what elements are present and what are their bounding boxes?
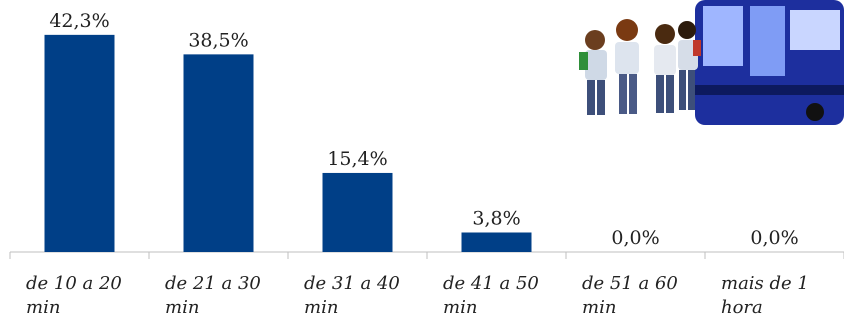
data-label: 38,5% — [188, 29, 248, 51]
data-label: 15,4% — [327, 148, 387, 170]
category-label: mais de 1 hora — [721, 273, 809, 318]
student-1-icon — [579, 30, 607, 115]
category-label: de 31 a 40 min — [304, 273, 400, 318]
student-4-icon — [678, 21, 701, 110]
category-label: de 41 a 50 min — [443, 273, 539, 318]
bar — [322, 172, 393, 252]
data-label: 0,0% — [611, 227, 659, 249]
category-label: de 51 a 60 min — [582, 273, 678, 318]
bar — [461, 232, 532, 252]
category-label: de 10 a 20 min — [26, 273, 122, 318]
data-label: 42,3% — [49, 10, 109, 32]
bar — [44, 34, 115, 252]
data-label: 0,0% — [750, 227, 798, 249]
student-2-icon — [615, 19, 639, 114]
category-label: de 21 a 30 min — [165, 273, 261, 318]
data-label: 3,8% — [472, 207, 520, 229]
students-bus-illustration — [575, 0, 844, 128]
bar — [183, 54, 254, 252]
student-3-icon — [654, 24, 676, 113]
bus-icon — [695, 0, 844, 125]
